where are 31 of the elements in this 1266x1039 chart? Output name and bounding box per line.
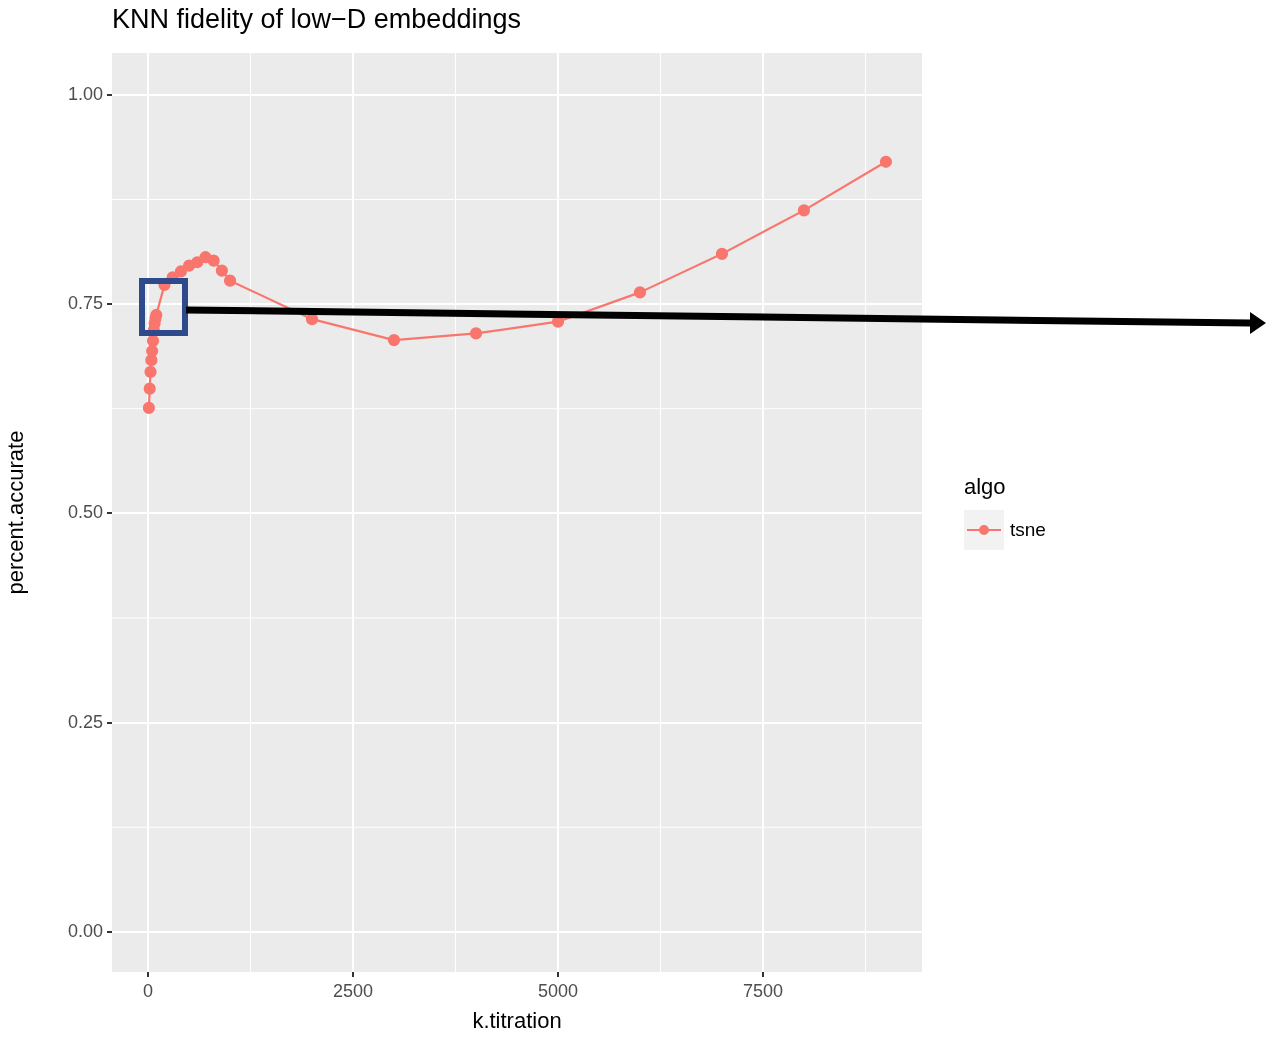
x-tick-label: 2500 <box>333 980 374 1001</box>
y-tick-label: 1.00 <box>67 83 103 104</box>
point <box>797 204 811 217</box>
point <box>633 286 647 299</box>
x-tick-label: 5000 <box>537 980 579 1001</box>
chart-title: KNN fidelity of low−D embeddings <box>112 4 521 35</box>
y-tick-label: 0.75 <box>67 293 103 314</box>
y-axis-title: percent.accurate <box>3 430 29 595</box>
y-tick-label: 0.50 <box>67 502 103 523</box>
point <box>715 247 729 260</box>
point <box>174 265 187 278</box>
point <box>223 274 237 287</box>
point <box>207 254 220 267</box>
point <box>215 264 228 277</box>
x-axis-title: k.titration <box>472 1007 562 1033</box>
y-tick-label: 0.00 <box>67 920 103 941</box>
point <box>146 344 159 358</box>
point <box>879 155 893 168</box>
x-tick-label: 0 <box>143 980 154 1001</box>
point <box>305 313 319 326</box>
point <box>191 256 204 269</box>
x-tick-label: 7500 <box>742 980 783 1001</box>
point <box>144 365 157 378</box>
point <box>142 401 155 414</box>
y-tick-label: 0.25 <box>67 711 103 732</box>
point <box>146 334 160 348</box>
point <box>469 327 483 340</box>
legend-title: algo <box>964 474 1007 500</box>
legend-label: tsne <box>1010 519 1046 541</box>
point <box>143 382 156 395</box>
point <box>387 333 401 347</box>
